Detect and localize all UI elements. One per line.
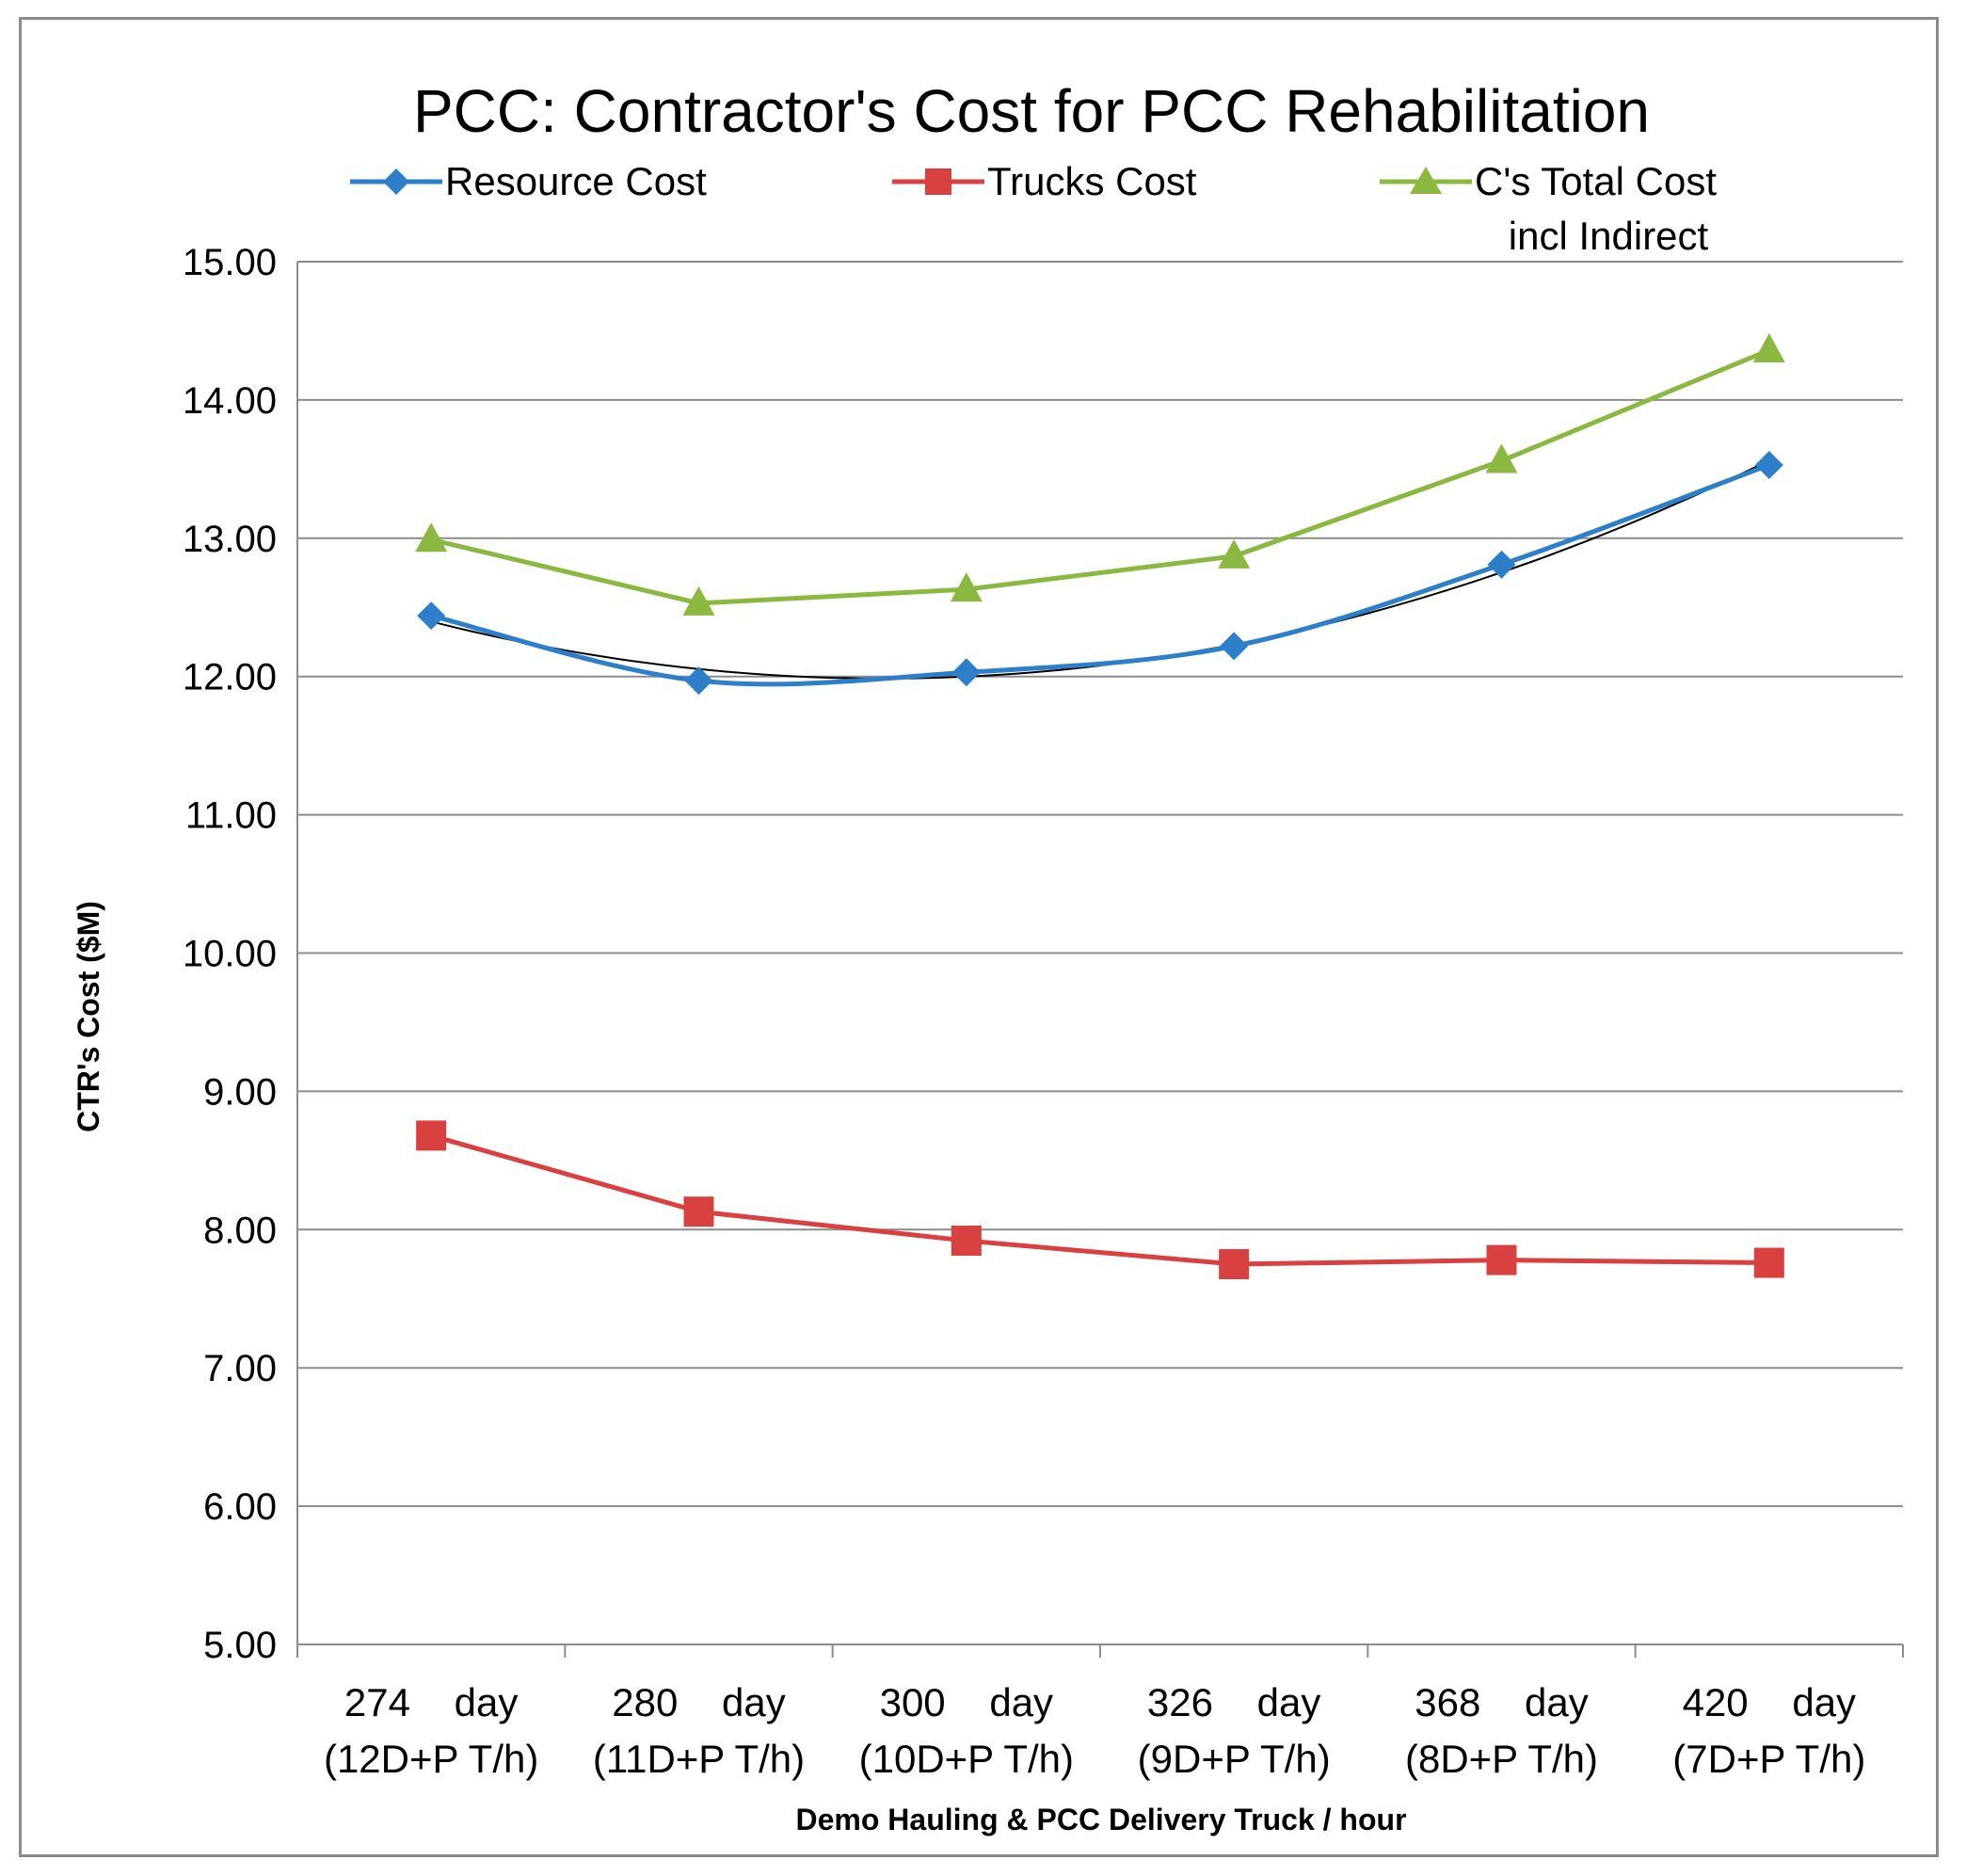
chart-frame [19, 17, 1939, 1857]
x-tick-labels: 274 day (12D+P T/h) 280 day (11D+P T/h) 300 … [324, 1680, 1865, 1781]
y-tick-label: 14.00 [183, 380, 277, 422]
y-tick-label: 7.00 [203, 1348, 277, 1389]
legend-item-total-cost[interactable]: C's Total Cost incl Indirect [1380, 159, 1717, 258]
legend-square-marker-icon [925, 168, 951, 195]
data-point-triangle[interactable] [415, 522, 448, 553]
data-point-square[interactable] [683, 1196, 714, 1227]
data-point-diamond[interactable] [1487, 550, 1516, 579]
series-line [430, 1133, 1769, 1267]
x-tick-label: 274 day [344, 1680, 518, 1724]
legend-diamond-marker-icon [383, 168, 409, 195]
x-tick-label-sub: (11D+P T/h) [593, 1737, 805, 1781]
legend: Resource Cost Trucks Cost C's Total Cost… [350, 159, 1717, 258]
data-point-square[interactable] [1486, 1244, 1517, 1275]
x-tick-label: 300 day [880, 1680, 1053, 1724]
resource-cost-trendline [430, 459, 1770, 680]
data-point-triangle[interactable] [1752, 333, 1785, 363]
data-point-diamond[interactable] [1754, 450, 1783, 479]
data-point-square[interactable] [951, 1226, 982, 1257]
y-tick-label: 12.00 [183, 657, 277, 698]
legend-trucks-cost-label: Trucks Cost [987, 159, 1197, 203]
gridlines [297, 261, 1903, 1508]
x-tick-label: 420 day [1683, 1680, 1856, 1724]
data-point-diamond[interactable] [1220, 632, 1249, 661]
data-point-diamond[interactable] [951, 658, 981, 687]
series-trucks-cost [416, 1120, 1784, 1280]
legend-total-cost-label-line2: incl Indirect [1509, 214, 1709, 258]
data-point-square[interactable] [416, 1120, 447, 1151]
y-tick-label: 15.00 [183, 242, 277, 283]
data-point-triangle[interactable] [950, 572, 983, 602]
trendline-layer [430, 459, 1770, 680]
series-c-s-total-cost [415, 333, 1785, 616]
legend-resource-cost-label: Resource Cost [445, 159, 707, 203]
y-axis-title: CTR's Cost ($M) [72, 901, 105, 1132]
data-point-diamond[interactable] [417, 601, 446, 631]
y-tick-labels: 5.00 6.00 7.00 8.00 9.00 10.00 11.00 12.00 13.00… [183, 242, 277, 1666]
legend-item-resource-cost[interactable]: Resource Cost [350, 159, 707, 203]
series-line [430, 347, 1770, 606]
chart-title: PCC: Contractor's Cost for PCC Rehabilit… [413, 77, 1650, 145]
y-tick-label: 10.00 [183, 934, 277, 975]
legend-item-trucks-cost[interactable]: Trucks Cost [892, 159, 1197, 203]
legend-triangle-marker-icon [1410, 167, 1442, 194]
data-point-triangle[interactable] [682, 585, 715, 616]
axes [296, 262, 1904, 1658]
series-line [430, 462, 1770, 687]
legend-total-cost-label: C's Total Cost [1475, 159, 1717, 203]
y-tick-label: 8.00 [203, 1210, 277, 1251]
series-layer [415, 333, 1785, 1280]
x-tick-label-sub: (9D+P T/h) [1138, 1737, 1331, 1781]
x-tick-label-sub: (12D+P T/h) [324, 1737, 538, 1781]
data-point-diamond[interactable] [684, 666, 713, 696]
x-tick-label: 280 day [612, 1680, 785, 1724]
x-tick-label: 368 day [1415, 1680, 1588, 1724]
x-tick-label-sub: (7D+P T/h) [1672, 1737, 1865, 1781]
x-tick-label: 326 day [1147, 1680, 1320, 1724]
y-tick-label: 9.00 [203, 1071, 277, 1113]
data-point-triangle[interactable] [1485, 443, 1518, 473]
data-point-square[interactable] [1219, 1249, 1250, 1280]
x-tick-label-sub: (8D+P T/h) [1405, 1737, 1598, 1781]
data-point-square[interactable] [1753, 1247, 1784, 1278]
data-point-triangle[interactable] [1218, 538, 1251, 569]
y-tick-label: 13.00 [183, 519, 277, 560]
x-tick-label-sub: (10D+P T/h) [859, 1737, 1074, 1781]
y-tick-label: 11.00 [185, 795, 277, 837]
y-tick-label: 6.00 [203, 1486, 277, 1528]
series-resource-cost [417, 450, 1783, 696]
x-axis-title: Demo Hauling & PCC Delivery Truck / hour [795, 1803, 1406, 1836]
y-tick-label: 5.00 [203, 1625, 277, 1666]
